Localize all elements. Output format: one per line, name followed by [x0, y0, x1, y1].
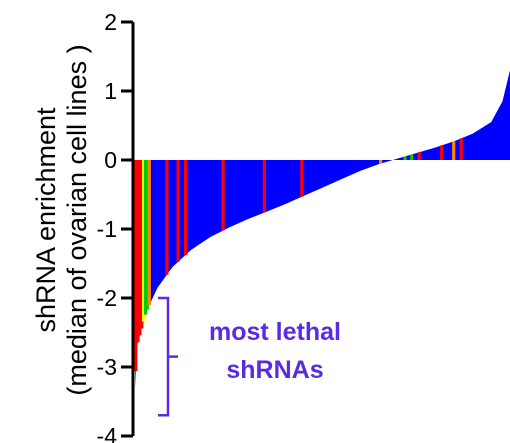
highlight-bar	[452, 141, 456, 160]
y-tick-label: 0	[104, 147, 117, 173]
highlight-bar	[142, 160, 146, 322]
waterfall-area	[135, 70, 510, 388]
highlight-bar	[379, 160, 383, 164]
highlight-bar	[136, 160, 140, 343]
highlight-bar	[140, 160, 144, 329]
annotation-line-2: shRNAs	[226, 356, 323, 384]
highlight-bar	[262, 160, 266, 213]
highlight-bar	[417, 152, 421, 160]
y-axis-label: shRNA enrichment	[31, 107, 61, 333]
highlight-bar	[410, 154, 414, 160]
y-tick-label: 1	[104, 78, 117, 104]
y-axis: 2 1 0 -1 -2 -3 -4	[97, 9, 135, 443]
highlight-bar	[176, 160, 180, 262]
y-tick-label: -4	[97, 423, 118, 443]
highlight-bar	[459, 138, 463, 160]
y-tick-label: 2	[104, 9, 117, 35]
y-tick-label: -3	[97, 354, 117, 380]
highlight-bar	[403, 156, 407, 160]
y-tick-label: -2	[97, 285, 117, 311]
y-axis-label-line2: (median of ovarian cell lines )	[62, 44, 92, 395]
highlight-bar	[147, 160, 151, 306]
highlight-bar	[134, 160, 138, 372]
highlight-bar	[165, 160, 169, 275]
annotation-group: most lethal shRNAs	[158, 296, 341, 417]
y-tick-label: -1	[97, 216, 117, 242]
highlight-bar	[440, 145, 444, 160]
highlight-bar	[184, 160, 188, 255]
highlight-bar	[300, 160, 304, 197]
highlight-bar	[221, 160, 225, 231]
highlight-bar	[138, 160, 142, 336]
plot-area	[134, 70, 510, 388]
annotation-line-1: most lethal	[209, 318, 341, 346]
lethal-bracket	[158, 296, 178, 417]
highlight-bar	[145, 160, 149, 310]
highlight-bar	[143, 160, 148, 315]
